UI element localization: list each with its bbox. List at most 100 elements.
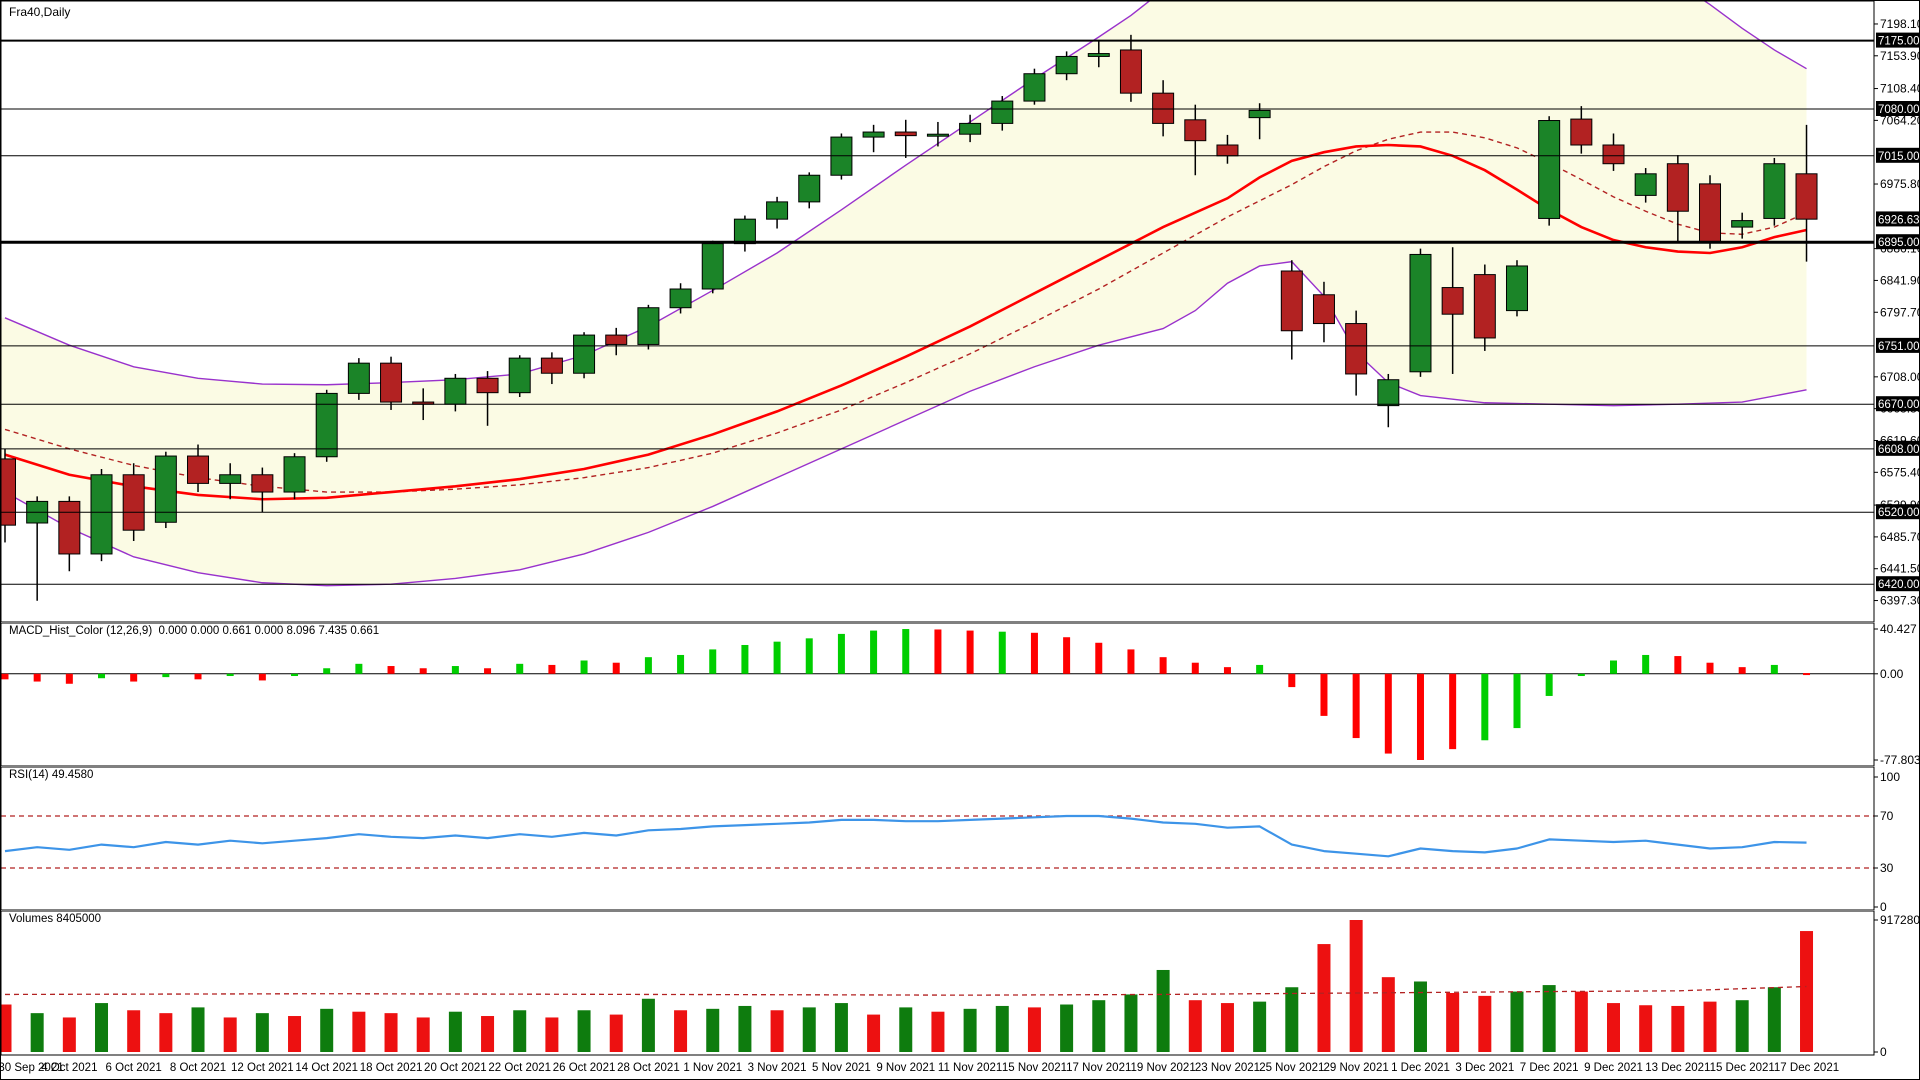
candle-bearish <box>1216 144 1239 157</box>
macd-histogram-bar <box>1159 657 1167 674</box>
candle-bullish <box>347 362 370 394</box>
date-label: 7 Dec 2021 <box>1520 1062 1579 1074</box>
volume-tick-label: 0 <box>1880 1045 1887 1056</box>
macd-histogram-bar <box>805 638 813 674</box>
macd-histogram-bar <box>1384 673 1392 754</box>
macd-histogram-bar <box>580 660 588 674</box>
svg-text:6670.00: 6670.00 <box>1878 399 1920 411</box>
volume-bar <box>1671 1005 1685 1052</box>
candle-bearish <box>122 474 145 531</box>
candle-bullish <box>862 131 885 138</box>
volume-bar <box>1124 994 1138 1052</box>
macd-histogram-bar <box>194 673 202 680</box>
macd-histogram-bar <box>612 662 620 674</box>
candle-bullish <box>959 122 982 135</box>
candle-bearish <box>1 458 16 526</box>
rsi-canvas[interactable]: 100 70 30 0 <box>1 767 1920 911</box>
macd-histogram-bar <box>709 649 717 674</box>
macd-histogram-bar <box>644 657 652 674</box>
candle-bullish <box>701 243 724 290</box>
volume-bar <box>1156 969 1170 1052</box>
macd-histogram-bar <box>419 668 427 674</box>
macd-histogram-bar <box>1803 673 1811 676</box>
macd-histogram-bar <box>1063 637 1071 674</box>
macd-panel[interactable]: 40.427 0.00 -77.803 MACD_Hist_Color (12,26… <box>1 623 1920 767</box>
volume-bar <box>1317 944 1331 1052</box>
rsi-tick-label: 30 <box>1880 861 1894 875</box>
macd-tick-label: 0.00 <box>1880 667 1904 681</box>
volume-bar <box>416 1017 430 1052</box>
date-label: 26 Oct 2021 <box>553 1062 616 1074</box>
macd-histogram-bar <box>1481 673 1489 741</box>
candle-bearish <box>1666 163 1689 212</box>
main-chart-canvas[interactable]: 7198.107153.907108.407064.206975.806886.… <box>1 1 1920 623</box>
volume-bar <box>1800 931 1814 1052</box>
macd-histogram-bar <box>934 629 942 674</box>
date-label: 4 Oct 2021 <box>41 1062 97 1074</box>
level-price-badge <box>1876 234 1919 250</box>
volume-bar <box>1446 992 1460 1052</box>
level-price-badge <box>1876 576 1919 592</box>
candle-bullish <box>283 456 306 493</box>
date-label: 17 Nov 2021 <box>1066 1062 1131 1074</box>
volume-bar <box>738 1005 752 1052</box>
macd-histogram-bar <box>1642 654 1650 674</box>
macd-histogram-bar <box>98 673 106 679</box>
macd-histogram-bar <box>323 668 331 674</box>
volume-bar <box>577 1010 591 1052</box>
candle-bearish <box>380 362 403 403</box>
candle-bullish <box>798 174 821 203</box>
candle-bullish <box>219 474 242 484</box>
macd-tick-label: 40.427 <box>1880 623 1917 636</box>
macd-histogram-bar <box>1610 660 1617 674</box>
candle-bullish <box>154 455 177 523</box>
macd-histogram-bar <box>1545 673 1553 696</box>
candle-bullish <box>444 377 467 405</box>
candle-bearish <box>1473 274 1496 339</box>
rsi-tick-label: 0 <box>1880 900 1887 911</box>
candle-bullish <box>733 218 756 245</box>
volume-bar <box>352 1011 366 1052</box>
macd-histogram-bar <box>516 663 524 674</box>
ma-solid-line <box>4 143 1807 501</box>
candle-bullish <box>1377 379 1400 407</box>
macd-histogram-bar <box>130 673 138 682</box>
candle-bullish <box>1023 73 1046 102</box>
date-label: 17 Dec 2021 <box>1774 1062 1839 1074</box>
volume-bar <box>255 1013 269 1052</box>
macd-canvas[interactable]: 40.427 0.00 -77.803 <box>1 623 1920 767</box>
svg-text:6751.00: 6751.00 <box>1878 341 1920 353</box>
candle-bearish <box>605 334 628 345</box>
volume-bar <box>191 1007 205 1052</box>
macd-histogram-bar <box>902 629 910 674</box>
candle-bullish <box>508 357 531 394</box>
macd-histogram-bar <box>1127 649 1135 674</box>
date-label: 23 Nov 2021 <box>1195 1062 1260 1074</box>
volumes-title-label: Volumes 8405000 <box>9 913 102 925</box>
price-tick-label: 6841.90 <box>1880 273 1920 287</box>
date-label: 20 Oct 2021 <box>424 1062 487 1074</box>
macd-histogram-bar <box>1416 673 1424 760</box>
rsi-title-label: RSI(14) 49.4580 <box>9 769 94 781</box>
candle-bullish <box>669 288 692 309</box>
symbol-period-label: Fra40,Daily <box>9 5 71 19</box>
svg-text:7080.00: 7080.00 <box>1878 104 1920 116</box>
candle-bearish <box>1184 119 1207 142</box>
candle-bearish <box>58 500 81 555</box>
svg-text:6608.00: 6608.00 <box>1878 444 1920 456</box>
main-chart-panel[interactable]: 7198.107153.907108.407064.206975.806886.… <box>1 1 1920 623</box>
candle-bearish <box>894 131 917 137</box>
price-tick-label: 6441.50 <box>1880 562 1920 576</box>
volume-ma-line <box>4 985 1807 996</box>
macd-histogram-bar <box>966 630 974 674</box>
time-scale[interactable]: 30 Sep 2021 4 Oct 2021 6 Oct 2021 8 Oct 202… <box>1 1056 1920 1080</box>
candle-bearish <box>1570 118 1593 146</box>
volume-bar <box>674 1010 688 1052</box>
rsi-panel[interactable]: 100 70 30 0 RSI(14) 49.4580 <box>1 767 1920 911</box>
price-tick-label: 7198.10 <box>1880 17 1920 31</box>
volume-bar <box>1413 981 1427 1052</box>
volume-bar <box>1 1004 12 1052</box>
